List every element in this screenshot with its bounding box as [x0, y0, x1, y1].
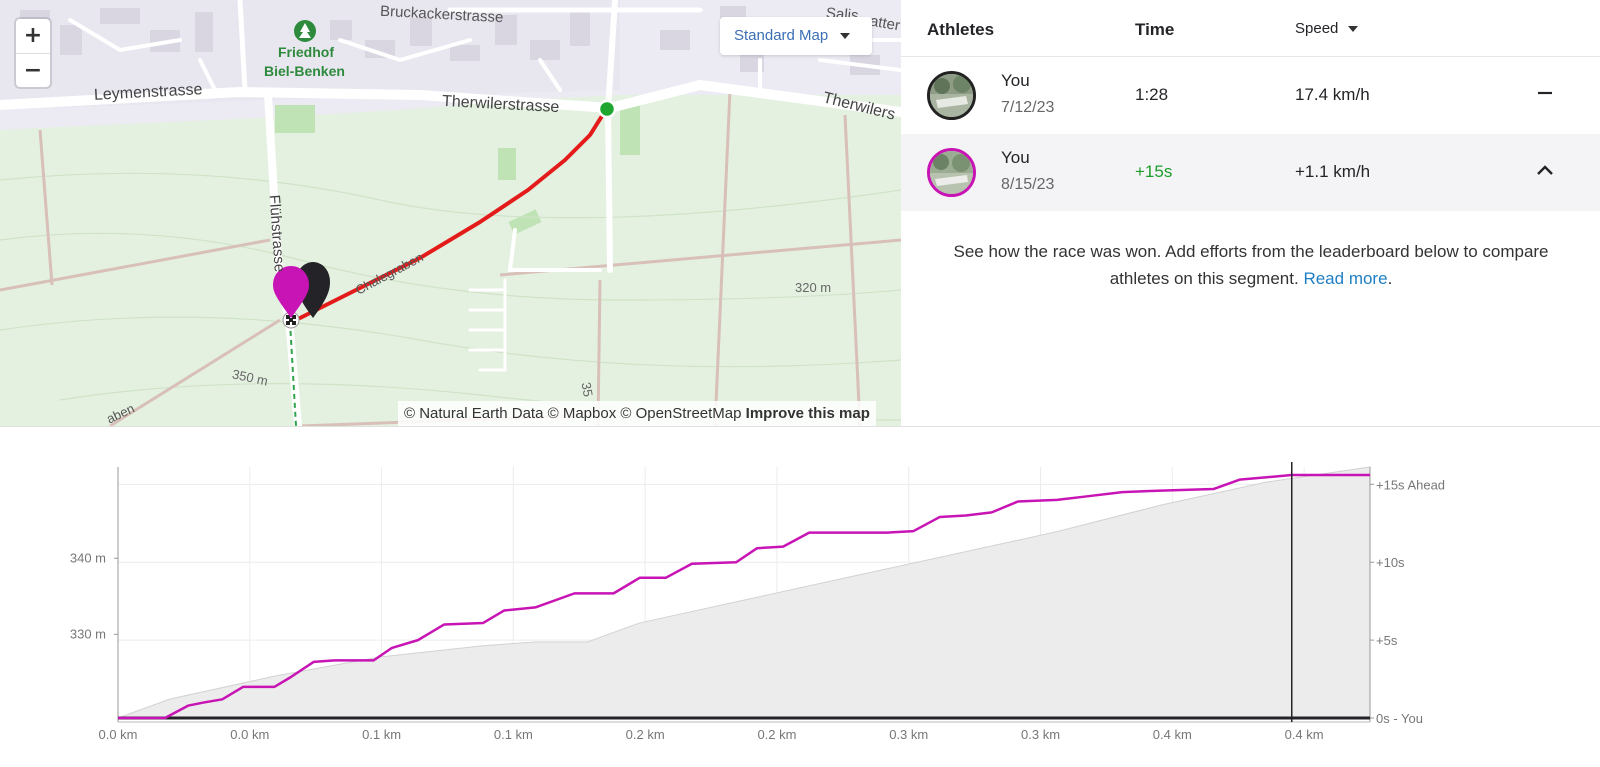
- effort-speed-diff: +1.1 km/h: [1295, 162, 1371, 181]
- elevation-area: [117, 466, 1371, 719]
- read-more-link[interactable]: Read more: [1303, 269, 1388, 288]
- x-tick-label: 0.2 km: [757, 727, 796, 742]
- y-tick-label-right: +5s: [1376, 633, 1398, 648]
- series-line: [118, 473, 1370, 720]
- contour-label: 320 m: [795, 280, 832, 295]
- x-tick-label: 0.1 km: [494, 727, 533, 742]
- athletes-panel: Athletes Time Speed You 7/12/23 1:28 17.…: [901, 0, 1600, 426]
- x-tick-label: 0.0 km: [230, 727, 269, 742]
- y-tick-label-left: 330 m: [70, 626, 106, 641]
- athletes-header: Athletes: [927, 20, 995, 39]
- contour-label: 35: [578, 381, 596, 398]
- y-tick-label-left: 340 m: [70, 550, 106, 565]
- poi-label: Biel-Benken: [264, 63, 345, 79]
- zoom-in-button[interactable]: +: [23, 23, 43, 48]
- athlete-name[interactable]: You: [1001, 71, 1030, 90]
- caret-down-icon: [1348, 26, 1359, 33]
- effort-time-diff: +15s: [1135, 162, 1173, 181]
- x-tick-label: 0.3 km: [1021, 727, 1060, 742]
- start-marker: [597, 99, 617, 119]
- segment-route: [298, 106, 609, 320]
- x-tick-label: 0.4 km: [1285, 727, 1324, 742]
- x-tick-label: 0.0 km: [98, 727, 137, 742]
- attribution-text: © Natural Earth Data © Mapbox © OpenStre…: [404, 405, 742, 422]
- caret-down-icon: [840, 33, 850, 39]
- effort-speed: 17.4 km/h: [1295, 85, 1370, 104]
- speed-header: Speed: [1295, 20, 1339, 37]
- town-area-2: [0, 0, 620, 110]
- poi-label: Friedhof: [278, 44, 334, 60]
- avatar-photo: [930, 74, 973, 117]
- park-2: [498, 148, 516, 180]
- compare-message: See how the race was won. Add efforts fr…: [941, 238, 1561, 292]
- zoom-out-button[interactable]: −: [16, 53, 50, 87]
- effort-date: 8/15/23: [1001, 176, 1055, 193]
- contours: [0, 172, 901, 421]
- time-header: Time: [1135, 20, 1175, 39]
- park-1: [275, 105, 315, 133]
- panel-header: Athletes Time Speed: [901, 0, 1600, 57]
- map-attribution: © Natural Earth Data © Mapbox © OpenStre…: [398, 401, 876, 426]
- park-4: [508, 209, 542, 235]
- athlete-name[interactable]: You: [1001, 148, 1030, 167]
- avatar: [927, 148, 976, 197]
- segment-compare-chart[interactable]: 0.0 km 0.0 km 0.1 km 0.1 km 0.2 km 0.2 km 0.3 …: [0, 426, 1600, 766]
- map-style-label: Standard Map: [734, 27, 829, 44]
- speed-dropdown[interactable]: Speed: [1295, 20, 1359, 37]
- pin-pink: [273, 266, 309, 318]
- zoom-control: + −: [16, 19, 50, 87]
- buildings: [20, 6, 880, 75]
- avatar-photo: [930, 151, 973, 194]
- finish-flag-icon: [282, 311, 300, 329]
- chart-canvas[interactable]: 0.0 km 0.0 km 0.1 km 0.1 km 0.2 km 0.2 km 0.3 …: [0, 427, 1600, 767]
- tracks: [0, 89, 901, 426]
- map-style-dropdown[interactable]: Standard Map: [720, 17, 872, 55]
- y-tick-label-right: +10s: [1376, 555, 1405, 570]
- x-tick-label: 0.2 km: [626, 727, 665, 742]
- x-tick-label: 0.3 km: [889, 727, 928, 742]
- park-3: [620, 105, 640, 155]
- effort-time: 1:28: [1135, 85, 1169, 104]
- athlete-row[interactable]: You 8/15/23 +15s +1.1 km/h: [901, 134, 1600, 211]
- improve-map-link[interactable]: Improve this map: [745, 405, 870, 422]
- x-tick-label: 0.1 km: [362, 727, 401, 742]
- athlete-row[interactable]: You 7/12/23 1:28 17.4 km/h: [901, 57, 1600, 134]
- map-canvas[interactable]: [0, 0, 901, 426]
- y-tick-label-right: 0s - You: [1376, 711, 1423, 726]
- segment-map[interactable]: Bruckackerstrasse Salis atter Leymenstra…: [0, 0, 901, 426]
- y-tick-label-right: +15s Ahead: [1376, 477, 1445, 492]
- tree-icon: [294, 20, 316, 42]
- avatar: [927, 71, 976, 120]
- minus-icon[interactable]: [1535, 83, 1555, 103]
- chevron-up-icon[interactable]: [1535, 160, 1555, 180]
- compare-message-end: .: [1387, 269, 1393, 288]
- x-tick-label: 0.4 km: [1153, 727, 1192, 742]
- compare-message-text: See how the race was won. Add efforts fr…: [953, 242, 1549, 288]
- effort-date: 7/12/23: [1001, 99, 1055, 116]
